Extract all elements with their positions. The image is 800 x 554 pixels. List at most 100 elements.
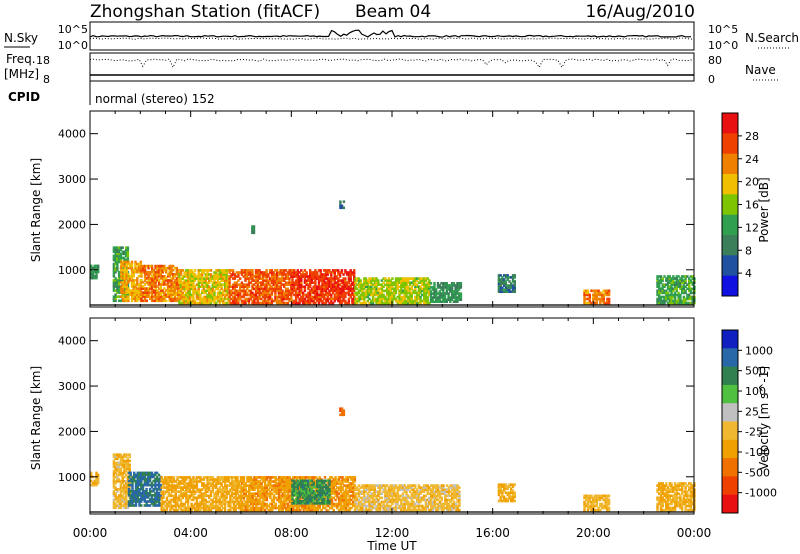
power-cell: [192, 297, 195, 301]
power-cell: [330, 275, 333, 278]
power-cell: [345, 301, 349, 305]
velocity-cell: [208, 478, 211, 481]
power-cell: [431, 292, 434, 295]
power-cell: [670, 287, 673, 291]
power-cell: [279, 271, 282, 274]
velocity-cell: [265, 486, 269, 489]
power-cell: [316, 293, 319, 297]
power-colorbar-label: Power [dB]: [757, 177, 771, 242]
power-cell: [254, 289, 258, 293]
velocity-cell: [279, 486, 283, 489]
power-cell: [235, 285, 238, 288]
power-cell: [132, 275, 135, 278]
power-cell: [216, 273, 220, 276]
power-cell: [375, 289, 378, 293]
velocity-cell: [262, 506, 265, 510]
velocity-cell: [222, 476, 225, 479]
power-cell: [244, 275, 247, 278]
velocity-cell: [270, 500, 274, 504]
power-cell: [185, 275, 188, 278]
velocity-cell: [126, 453, 130, 456]
velocity-cell: [278, 476, 281, 479]
power-cell: [380, 285, 384, 288]
velocity-cell: [157, 485, 161, 489]
velocity-cell: [260, 496, 263, 500]
power-cell: [179, 295, 183, 299]
velocity-cell: [263, 498, 267, 502]
velocity-cell: [143, 504, 146, 507]
velocity-cell: [306, 504, 309, 508]
power-cell: [349, 285, 352, 288]
velocity-cell: [202, 476, 206, 479]
power-cell: [246, 271, 249, 274]
nave-tick-bottom: 0: [708, 73, 715, 86]
power-cell: [309, 279, 312, 282]
velocity-cell: [204, 476, 207, 479]
velocity-cell: [232, 492, 236, 495]
velocity-cell: [285, 478, 288, 481]
velocity-cell: [117, 455, 121, 459]
power-cell: [152, 289, 156, 292]
velocity-cell: [134, 487, 138, 491]
velocity-cell: [292, 506, 295, 510]
velocity-cell: [150, 498, 154, 501]
power-cell: [116, 256, 119, 260]
power-cell: [112, 248, 116, 252]
power-cell: [116, 291, 119, 294]
power-cell: [251, 287, 254, 291]
power-cell: [163, 277, 166, 280]
power-cell: [508, 286, 511, 289]
velocity-cell: [183, 480, 186, 483]
power-cell: [443, 294, 447, 297]
power-cell: [442, 294, 445, 297]
power-cell: [190, 273, 193, 276]
velocity-cell: [337, 478, 341, 481]
power-cell: [136, 283, 139, 286]
power-cell: [321, 277, 324, 280]
power-cell: [377, 301, 380, 305]
power-cell: [658, 283, 661, 286]
power-cell: [387, 279, 391, 282]
power-cell: [371, 301, 375, 305]
velocity-cell: [195, 482, 199, 485]
power-cell: [682, 275, 686, 278]
power-cell: [201, 279, 204, 282]
power-cell: [330, 301, 333, 305]
power-cell: [246, 275, 249, 278]
power-cell: [423, 277, 426, 280]
power-cell: [178, 289, 181, 293]
velocity-cell: [290, 500, 293, 504]
velocity-cell: [263, 482, 267, 485]
velocity-cell: [239, 508, 243, 512]
power-cell: [274, 297, 277, 301]
power-cell: [440, 292, 443, 295]
power-cell: [159, 291, 163, 294]
velocity-cell: [152, 502, 155, 505]
power-cell: [117, 281, 121, 284]
power-cell: [393, 293, 396, 297]
velocity-cell: [171, 478, 174, 481]
power-cell: [127, 291, 130, 294]
power-cell: [161, 295, 164, 298]
power-cell: [314, 293, 317, 297]
velocity-cell: [97, 479, 100, 483]
power-cell: [222, 299, 225, 303]
velocity-cell: [246, 502, 249, 506]
power-cell: [186, 295, 190, 299]
power-cell: [326, 299, 329, 303]
power-cell: [659, 299, 663, 303]
power-cell: [279, 289, 282, 293]
velocity-cell: [138, 498, 141, 501]
velocity-cell: [255, 486, 258, 489]
velocity-cell: [129, 479, 132, 483]
power-cell: [371, 299, 375, 303]
power-cell: [261, 283, 265, 286]
velocity-cell: [202, 504, 206, 508]
velocity-cell: [309, 482, 313, 485]
velocity-cell: [236, 502, 239, 506]
power-cell: [689, 301, 693, 305]
velocity-cell: [164, 508, 167, 512]
power-cell: [677, 295, 680, 299]
power-cell: [447, 294, 450, 297]
power-cell: [415, 277, 419, 280]
